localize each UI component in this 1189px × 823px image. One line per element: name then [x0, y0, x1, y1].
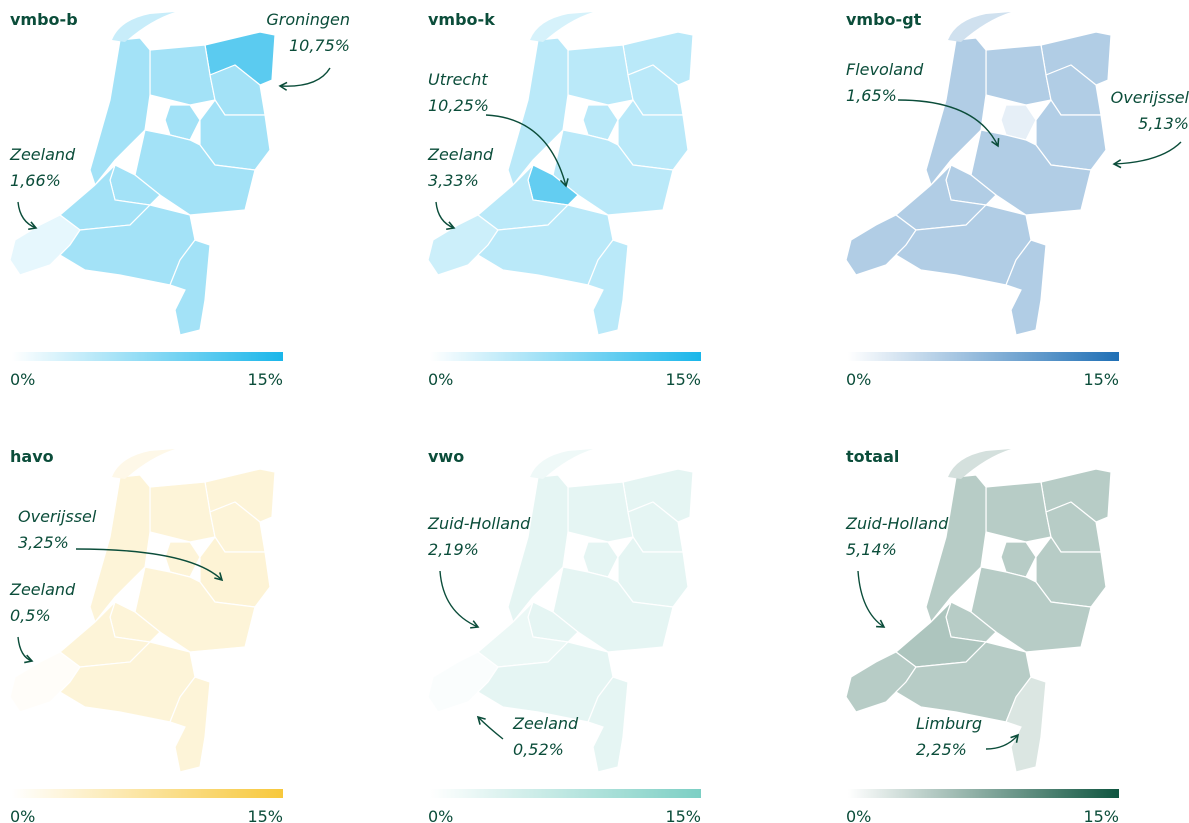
map-panel: vmbo-k Utrecht 10,25% Zeeland 3,33% 0% 15% — [427, 10, 701, 389]
legend-max-label: 15% — [1083, 807, 1119, 823]
map-panel: vmbo-gt Flevoland 1,65% Overijssel 5,13% 0% 15… — [845, 10, 1189, 389]
annotation-arrow — [897, 99, 1000, 148]
annotation-region: Utrecht — [428, 70, 488, 89]
province — [169, 676, 211, 773]
panel-title: totaal — [846, 447, 899, 466]
province — [507, 37, 569, 187]
legend-bar — [430, 789, 701, 798]
islands — [530, 449, 593, 479]
annotation-value: 10,75% — [289, 36, 350, 55]
annotation-arrow — [17, 636, 34, 664]
province — [149, 481, 216, 543]
annotation-region: Limburg — [916, 714, 982, 733]
province — [1005, 676, 1047, 773]
province — [507, 474, 569, 624]
annotation-arrow — [278, 67, 331, 91]
legend-max-label: 15% — [247, 807, 283, 823]
annotation-arrow — [476, 715, 504, 740]
province — [567, 44, 634, 106]
annotation-region: Overijssel — [18, 507, 97, 526]
legend-bar — [12, 789, 283, 798]
map-panel: vwo Zuid-Holland 2,19% Zeeland 0,52% 0% 15% — [427, 447, 701, 823]
legend-min-label: 0% — [846, 807, 871, 823]
map — [845, 449, 1112, 773]
province — [149, 44, 216, 106]
map-panel: totaal Zuid-Holland 5,14% Limburg 2,25% 0% 15% — [845, 447, 1119, 823]
annotation-region: Zuid-Holland — [845, 514, 949, 533]
legend-max-label: 15% — [1083, 370, 1119, 389]
legend-min-label: 0% — [428, 370, 453, 389]
islands — [112, 12, 175, 42]
map — [9, 12, 276, 336]
map — [9, 449, 276, 773]
annotation-value: 5,14% — [846, 540, 897, 559]
province — [1005, 239, 1047, 336]
legend-min-label: 0% — [10, 807, 35, 823]
annotation-arrow — [1112, 141, 1182, 169]
legend-bar — [848, 352, 1119, 361]
province — [985, 44, 1052, 106]
panel-title: havo — [10, 447, 54, 466]
panel-title: vmbo-k — [428, 10, 495, 29]
annotation-value: 10,25% — [428, 96, 489, 115]
islands — [530, 12, 593, 42]
map-panel: havo Overijssel 3,25% Zeeland 0,5% 0% 15% — [9, 447, 283, 823]
province — [925, 474, 987, 624]
islands — [948, 12, 1011, 42]
annotation-region: Zeeland — [9, 145, 76, 164]
legend-bar — [430, 352, 701, 361]
annotation-value: 2,19% — [428, 540, 479, 559]
islands — [112, 449, 175, 479]
annotation-region: Flevoland — [846, 60, 924, 79]
province — [89, 474, 151, 624]
annotation-value: 0,52% — [513, 740, 564, 759]
province — [169, 239, 211, 336]
province — [985, 481, 1052, 543]
annotation-value: 3,25% — [18, 533, 69, 552]
panel-title: vmbo-gt — [846, 10, 922, 29]
legend-max-label: 15% — [247, 370, 283, 389]
legend-min-label: 0% — [846, 370, 871, 389]
legend-min-label: 0% — [428, 807, 453, 823]
annotation-region: Zeeland — [9, 580, 76, 599]
annotation-value: 0,5% — [10, 606, 51, 625]
legend-bar — [848, 789, 1119, 798]
annotation-value: 3,33% — [428, 171, 479, 190]
annotation-arrow — [435, 201, 456, 231]
annotation-arrow — [985, 733, 1020, 750]
legend-max-label: 15% — [665, 370, 701, 389]
map-panel: vmbo-b Groningen 10,75% Zeeland 1,66% 0% 15% — [9, 10, 350, 389]
annotation-arrow — [857, 570, 886, 628]
map — [427, 12, 694, 336]
annotation-value: 1,66% — [10, 171, 61, 190]
annotation-arrow — [17, 201, 38, 231]
map — [845, 12, 1112, 336]
annotation-value: 2,25% — [916, 740, 967, 759]
province — [89, 37, 151, 187]
panel-title: vwo — [428, 447, 464, 466]
annotation-value: 5,13% — [1138, 114, 1189, 133]
annotation-region: Groningen — [266, 10, 350, 29]
province — [587, 239, 629, 336]
province — [925, 37, 987, 187]
legend-min-label: 0% — [10, 370, 35, 389]
annotation-arrow — [439, 570, 480, 629]
annotation-region: Zuid-Holland — [427, 514, 531, 533]
province — [587, 676, 629, 773]
annotation-value: 1,65% — [846, 86, 897, 105]
panel-title: vmbo-b — [10, 10, 78, 29]
islands — [948, 449, 1011, 479]
annotation-region: Zeeland — [427, 145, 494, 164]
annotation-arrow — [75, 548, 224, 582]
legend-bar — [12, 352, 283, 361]
legend-max-label: 15% — [665, 807, 701, 823]
annotation-arrow — [485, 114, 569, 188]
map — [427, 449, 694, 773]
province — [567, 481, 634, 543]
annotation-region: Overijssel — [1111, 88, 1189, 107]
annotation-region: Zeeland — [512, 714, 579, 733]
